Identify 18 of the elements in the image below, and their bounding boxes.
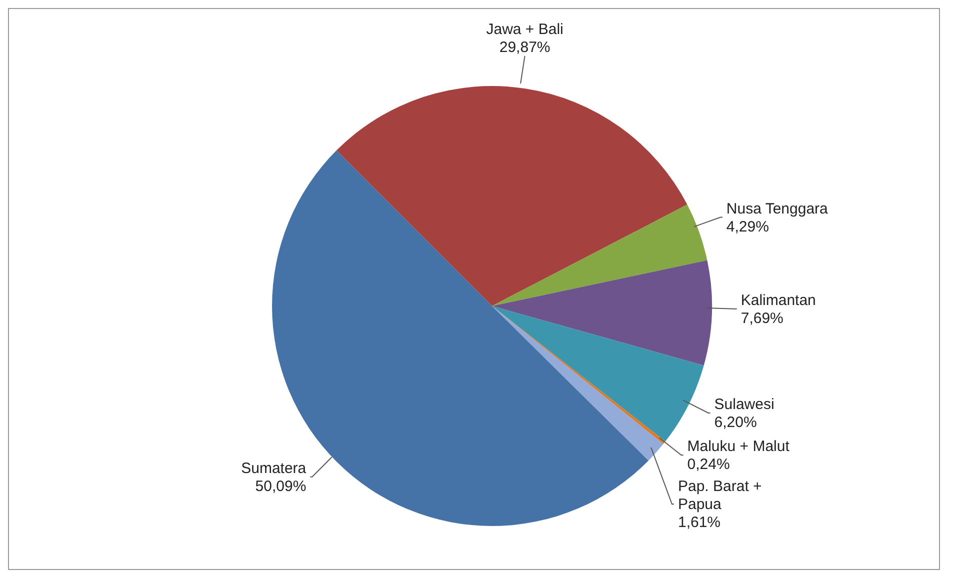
data-label: 7,69% [740,310,784,327]
data-label: 50,09% [255,478,306,495]
data-label: 29,87% [499,38,550,56]
data-label: 0,24% [687,456,730,474]
data-label: 4,29% [726,218,769,236]
slice-label: Nusa Tenggara [726,200,829,218]
slice-label: Sumatera [241,460,307,477]
data-label: 1,61% [678,514,721,532]
pie-slice [492,306,704,442]
pie-slice [336,86,688,306]
slice-label: Jawa + Bali [486,20,564,38]
slice-label: Sulawesi [714,396,774,413]
slice-label: Pap. Barat + Papua [678,478,762,514]
pie-slice [492,260,712,366]
data-label: 6,20% [714,414,757,431]
pie-slice [492,204,708,306]
slice-label: Kalimantan [740,292,816,309]
slice-label: Maluku + Malut [687,438,790,456]
